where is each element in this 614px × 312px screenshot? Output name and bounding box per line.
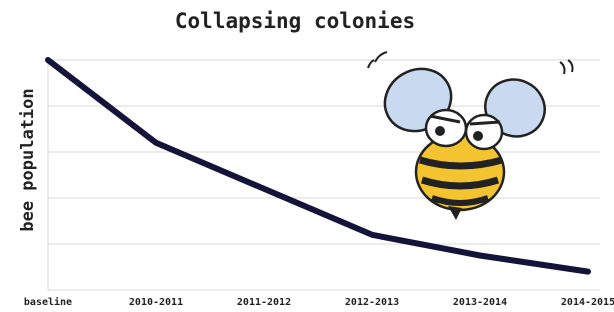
x-tick-label: 2013-2014 <box>453 297 507 308</box>
x-tick-label: 2014-2015 <box>561 297 614 308</box>
chart: Collapsing colonies bee population basel… <box>0 0 614 312</box>
x-tick-label: 2011-2012 <box>237 297 291 308</box>
x-tick-label: 2010-2011 <box>129 297 183 308</box>
y-axis-label: bee population <box>18 88 38 231</box>
x-tick-label: 2012-2013 <box>345 297 399 308</box>
bee-illustration <box>368 52 573 220</box>
x-tick-label: baseline <box>24 296 72 308</box>
chart-title: Collapsing colonies <box>175 9 415 33</box>
